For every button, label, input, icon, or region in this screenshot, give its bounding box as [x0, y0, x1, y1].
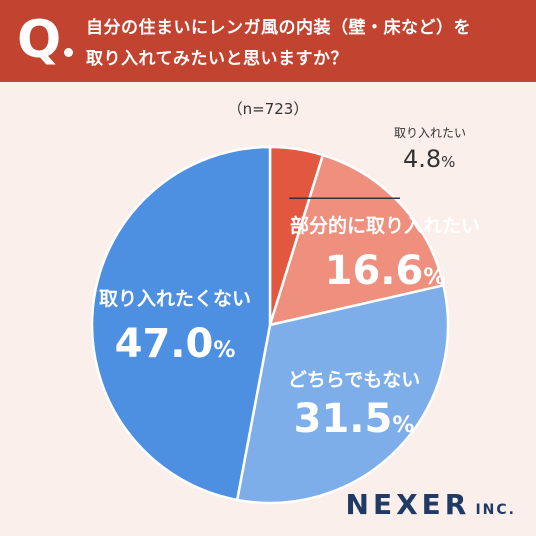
question-text-line-1: 自分の住まいにレンガ風の内装（壁・床など）を — [86, 18, 471, 38]
slice-value-not-want: 47.0% — [115, 321, 236, 367]
logo-sub-text: INC. — [475, 502, 516, 518]
slice-label-partially-want: 部分的に取り入れたい — [290, 214, 480, 237]
question-mark: Q — [17, 10, 62, 70]
slice-label-neutral: どちらでもない — [288, 369, 420, 391]
pie-slice-neutral — [235, 283, 450, 505]
pie-slice-partially-want — [268, 153, 446, 327]
logo-main-text: NEXER — [345, 488, 471, 521]
slice-value-want: 4.8% — [403, 145, 455, 173]
slice-value-neutral: 31.5% — [294, 396, 415, 442]
company-logo: NEXER INC. — [346, 488, 516, 521]
pie-slice-not-want — [90, 145, 272, 502]
sample-size-label: （n=723） — [227, 100, 309, 118]
question-header: Q 自分の住まいにレンガ風の内装（壁・床など）を 取り入れてみたいと思いますか？ — [0, 0, 536, 82]
slice-label-not-want: 取り入れたくない — [99, 288, 251, 310]
question-text-line-2: 取り入れてみたいと思いますか？ — [86, 49, 348, 69]
question-dot — [64, 48, 73, 57]
slice-label-want: 取り入れたい — [394, 126, 466, 140]
slice-value-partially-want: 16.6% — [325, 248, 446, 294]
